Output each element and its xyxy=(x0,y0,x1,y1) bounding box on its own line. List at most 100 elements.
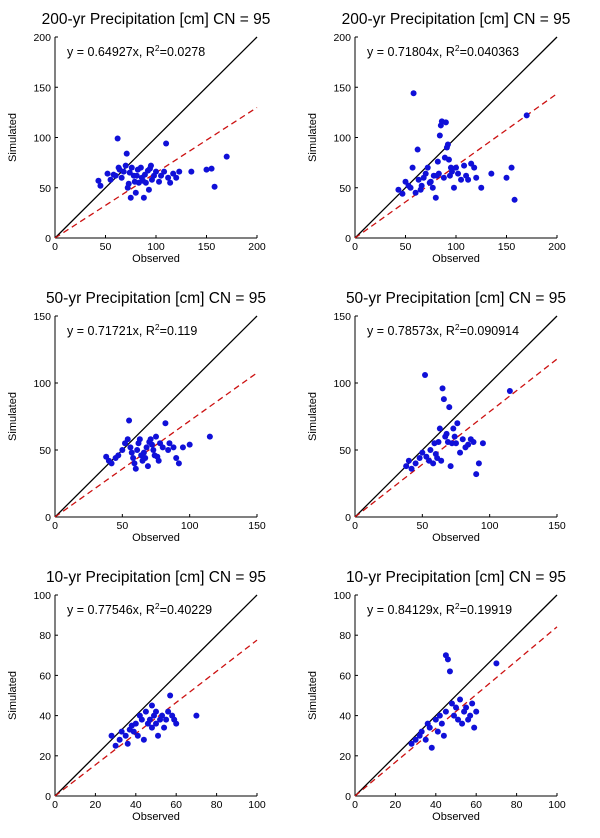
data-point xyxy=(414,146,421,153)
regression-line xyxy=(354,358,558,518)
data-point xyxy=(436,132,443,139)
equation-suffix: =0.040363 xyxy=(460,45,519,59)
data-point xyxy=(173,455,180,462)
y-axis-label: Simulated xyxy=(7,671,19,720)
data-point xyxy=(125,180,132,187)
data-point xyxy=(439,385,446,392)
data-point xyxy=(427,178,434,185)
equation-prefix: y = 0.64927x, R xyxy=(67,45,155,59)
equation-suffix: =0.19919 xyxy=(460,603,513,617)
x-tick-label: 100 xyxy=(248,799,266,811)
x-tick-label: 100 xyxy=(447,241,465,253)
x-axis-label: Observed xyxy=(132,532,180,544)
chart-svg: 200-yr Precipitation [cm] CN = 95 0 50 100 1… xyxy=(7,11,271,265)
data-point xyxy=(161,724,168,731)
x-tick-label: 100 xyxy=(481,520,499,532)
y-tick-label: 0 xyxy=(345,791,351,803)
y-tick-label: 60 xyxy=(39,670,51,682)
regression-line xyxy=(54,639,258,797)
panel-2: 200-yr Precipitation [cm] CN = 95 0 50 100 1… xyxy=(300,0,600,279)
data-point xyxy=(142,455,149,462)
y-tick-label: 100 xyxy=(333,133,351,145)
x-axis-label: Observed xyxy=(132,253,180,265)
data-point xyxy=(145,186,152,193)
data-point xyxy=(479,440,486,447)
data-point xyxy=(523,112,530,119)
data-point xyxy=(108,732,115,739)
data-point xyxy=(132,720,139,727)
data-point xyxy=(122,162,129,169)
data-point xyxy=(130,455,137,462)
data-point xyxy=(124,436,131,443)
x-tick-label: 50 xyxy=(400,241,412,253)
data-point xyxy=(418,728,425,735)
data-point xyxy=(140,736,147,743)
data-point xyxy=(150,447,157,453)
y-axis-label: Simulated xyxy=(307,392,319,441)
x-tick-label: 0 xyxy=(52,799,58,811)
y-tick-label: 40 xyxy=(39,711,51,723)
x-tick-label: 80 xyxy=(211,799,223,811)
data-point xyxy=(458,176,465,183)
y-tick-label: 150 xyxy=(33,311,51,323)
x-tick-label: 0 xyxy=(352,241,358,253)
data-point xyxy=(412,460,419,467)
data-point xyxy=(173,174,180,181)
regression-line xyxy=(54,372,258,518)
y-tick-label: 50 xyxy=(339,183,351,195)
data-point xyxy=(118,174,125,181)
data-point xyxy=(453,440,459,447)
data-point xyxy=(432,716,439,723)
x-tick-label: 0 xyxy=(52,520,58,532)
chart-title: 200-yr Precipitation [cm] CN = 95 xyxy=(42,11,271,28)
data-point xyxy=(445,156,452,163)
equation-sup: 2 xyxy=(155,322,160,332)
data-point xyxy=(454,420,461,427)
equation-prefix: y = 0.71804x, R xyxy=(367,45,455,59)
equation-suffix: =0.40229 xyxy=(160,603,213,617)
data-point xyxy=(167,692,174,699)
equation-label: y = 0.71804x, R2=0.040363 xyxy=(367,43,519,59)
data-point xyxy=(434,158,441,165)
chart-svg: 50-yr Precipitation [cm] CN = 95 0 50 100 15… xyxy=(7,290,266,544)
x-tick-label: 150 xyxy=(198,241,216,253)
data-point xyxy=(448,168,455,175)
x-tick-label: 40 xyxy=(430,799,442,811)
data-point xyxy=(122,732,129,739)
one-to-one-line xyxy=(54,36,258,239)
data-point xyxy=(463,704,470,711)
y-axis-label: Simulated xyxy=(7,392,19,441)
data-point xyxy=(399,190,406,197)
data-point xyxy=(165,708,172,715)
data-point xyxy=(188,168,195,175)
data-point xyxy=(173,720,180,727)
data-point xyxy=(467,712,474,719)
equation-label: y = 0.71721x, R2=0.119 xyxy=(67,322,197,338)
data-point xyxy=(429,184,436,191)
data-point xyxy=(138,716,145,723)
data-point xyxy=(440,732,447,739)
data-point xyxy=(444,141,451,148)
data-point xyxy=(442,119,449,126)
data-point xyxy=(395,186,402,193)
data-point xyxy=(148,702,155,709)
data-point xyxy=(455,716,462,723)
data-point xyxy=(148,441,155,448)
data-point xyxy=(465,176,472,183)
data-point xyxy=(208,165,215,172)
y-tick-label: 100 xyxy=(33,590,51,602)
y-tick-label: 0 xyxy=(45,512,51,524)
data-point xyxy=(128,164,135,171)
chart-title: 50-yr Precipitation [cm] CN = 95 xyxy=(346,290,566,307)
data-point xyxy=(450,425,457,432)
data-point xyxy=(461,162,468,169)
y-tick-label: 150 xyxy=(333,82,351,94)
x-axis-label: Observed xyxy=(432,253,480,265)
y-tick-label: 200 xyxy=(333,32,351,44)
data-point xyxy=(167,179,174,186)
y-tick-label: 50 xyxy=(39,445,51,457)
y-tick-label: 60 xyxy=(339,670,351,682)
data-point xyxy=(469,700,476,707)
data-point xyxy=(132,189,139,196)
panel-3: 50-yr Precipitation [cm] CN = 95 0 50 100 15… xyxy=(0,279,300,558)
